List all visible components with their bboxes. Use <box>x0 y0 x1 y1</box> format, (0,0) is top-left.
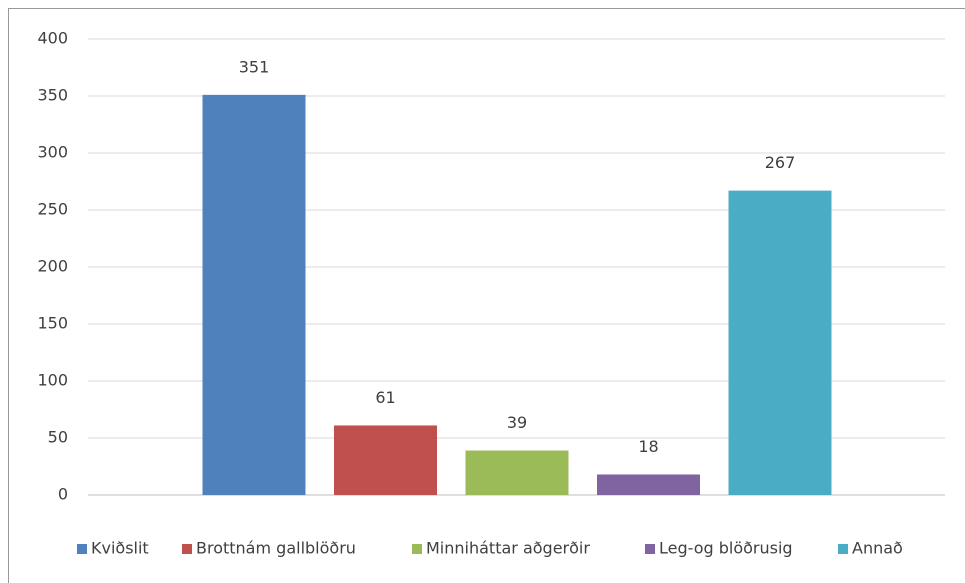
y-tick-label: 350 <box>37 86 68 105</box>
bar <box>334 425 437 495</box>
y-tick-label: 200 <box>37 257 68 276</box>
legend-swatch <box>77 544 87 554</box>
legend-swatch <box>182 544 192 554</box>
value-label: 351 <box>239 57 270 76</box>
value-label: 39 <box>507 413 527 432</box>
value-label: 61 <box>375 388 395 407</box>
legend-swatch <box>838 544 848 554</box>
y-tick-label: 50 <box>48 428 68 447</box>
value-label: 18 <box>638 437 658 456</box>
y-tick-label: 150 <box>37 314 68 333</box>
legend-label: Brottnám gallblöðru <box>196 539 356 558</box>
legend-swatch <box>412 544 422 554</box>
legend-label: Kviðslit <box>91 539 149 558</box>
value-label: 267 <box>765 153 796 172</box>
y-tick-label: 250 <box>37 200 68 219</box>
bar <box>728 190 832 495</box>
y-tick-label: 100 <box>37 371 68 390</box>
y-tick-label: 0 <box>58 485 68 504</box>
legend-swatch <box>645 544 655 554</box>
bar <box>465 450 569 495</box>
bar <box>597 474 700 495</box>
y-tick-label: 400 <box>37 29 68 48</box>
legend-label: Minniháttar aðgerðir <box>426 539 590 558</box>
legend-label: Leg-og blöðrusig <box>659 539 793 558</box>
bar <box>202 94 306 496</box>
y-tick-label: 300 <box>37 143 68 162</box>
legend-label: Annað <box>852 539 903 558</box>
